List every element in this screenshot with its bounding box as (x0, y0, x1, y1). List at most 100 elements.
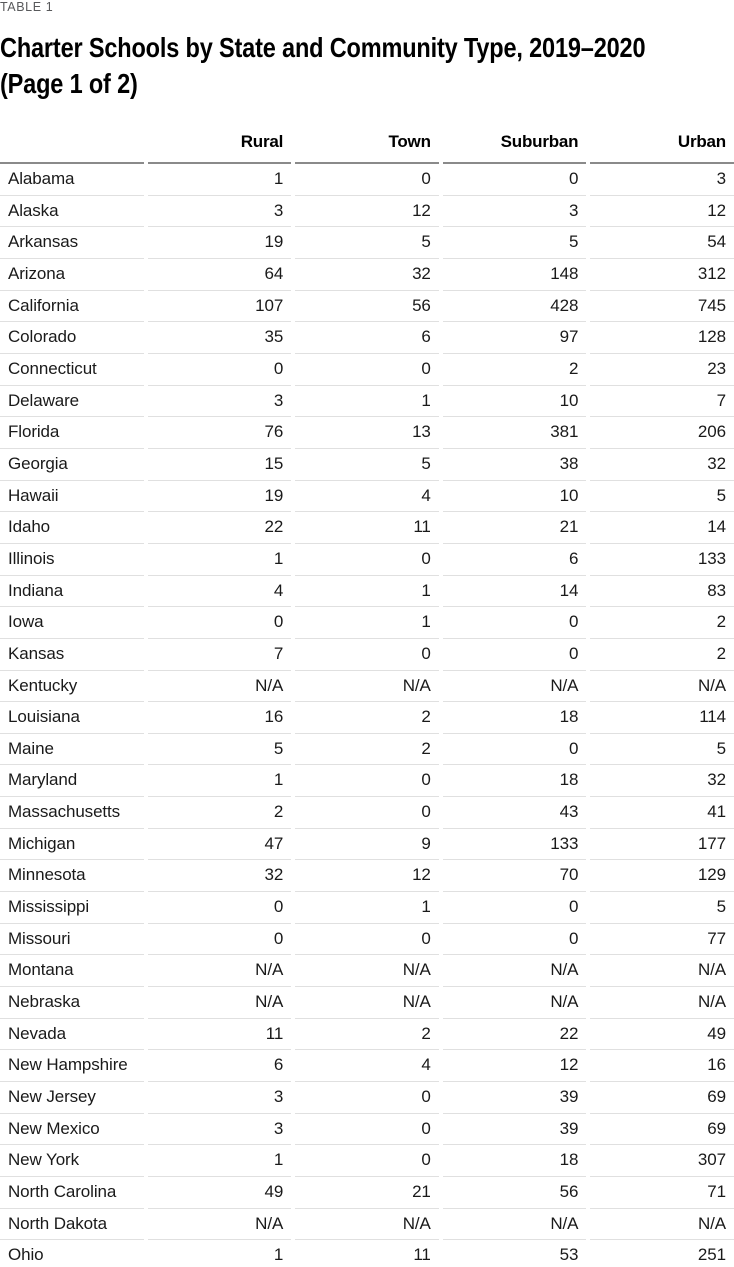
table-row: Connecticut 0 0 2 23 (0, 354, 734, 386)
state-cell: Alaska (0, 196, 144, 228)
table-row: Kentucky N/A N/A N/A N/A (0, 671, 734, 703)
value-cell-suburban: 56 (442, 1177, 587, 1209)
value-cell-urban: 54 (590, 227, 734, 259)
value-cell-town: 1 (295, 892, 439, 924)
table-row: Colorado 35 6 97 128 (0, 322, 734, 354)
value-cell-rural: 2 (147, 797, 292, 829)
value-cell-suburban: 18 (442, 702, 587, 734)
table-row: Minnesota 32 12 70 129 (0, 860, 734, 893)
state-cell: North Carolina (0, 1177, 144, 1209)
state-cell: Maryland (0, 765, 144, 798)
table-row: Alabama 1 0 0 3 (0, 164, 734, 196)
value-cell-town: 11 (295, 512, 439, 544)
value-cell-town: 21 (295, 1177, 439, 1209)
value-cell-suburban: 148 (442, 259, 587, 291)
state-cell: Kentucky (0, 671, 144, 703)
state-cell: New Mexico (0, 1114, 144, 1146)
value-cell-urban: 206 (590, 417, 734, 449)
value-cell-town: 9 (295, 829, 439, 861)
value-cell-suburban: 0 (442, 892, 587, 924)
state-cell: North Dakota (0, 1209, 144, 1241)
state-cell: Massachusetts (0, 797, 144, 829)
value-cell-rural: 3 (147, 1114, 292, 1146)
value-cell-suburban: 2 (442, 354, 587, 386)
value-cell-urban: N/A (590, 987, 734, 1019)
column-header-town: Town (295, 132, 439, 164)
value-cell-suburban: 38 (442, 449, 587, 481)
value-cell-urban: 3 (590, 164, 734, 196)
value-cell-urban: N/A (590, 1209, 734, 1241)
table-row: Iowa 0 1 0 2 (0, 607, 734, 639)
state-cell: Louisiana (0, 702, 144, 734)
value-cell-suburban: N/A (442, 671, 587, 703)
page-title-line2: (Page 1 of 2) (0, 68, 138, 99)
state-cell: Nevada (0, 1019, 144, 1051)
value-cell-suburban: 53 (443, 1240, 587, 1267)
value-cell-suburban: 39 (442, 1114, 587, 1146)
value-cell-suburban: 12 (442, 1050, 587, 1083)
state-cell: California (0, 291, 144, 323)
table-row: Arkansas 19 5 5 54 (0, 227, 734, 259)
value-cell-urban: 77 (590, 924, 734, 956)
value-cell-rural: 64 (147, 259, 292, 291)
value-cell-suburban: 18 (442, 1145, 587, 1177)
value-cell-urban: 745 (590, 291, 734, 323)
value-cell-suburban: 18 (442, 765, 587, 798)
table-row: Montana N/A N/A N/A N/A (0, 955, 734, 988)
value-cell-urban: N/A (590, 671, 734, 703)
value-cell-town: 2 (295, 1019, 439, 1051)
table-row: Mississippi 0 1 0 5 (0, 892, 734, 924)
value-cell-urban: 69 (590, 1114, 734, 1146)
value-cell-urban: 14 (590, 512, 734, 544)
value-cell-town: 5 (295, 227, 439, 259)
value-cell-rural: 1 (147, 765, 292, 798)
value-cell-town: 13 (295, 417, 439, 449)
value-cell-urban: 133 (590, 544, 734, 576)
table-row: Ohio 1 11 53 251 (0, 1240, 734, 1267)
value-cell-town: N/A (295, 1209, 439, 1241)
value-cell-urban: 69 (590, 1082, 734, 1114)
value-cell-rural: 1 (147, 544, 292, 576)
value-cell-rural: 35 (147, 322, 292, 354)
value-cell-urban: 71 (590, 1177, 734, 1209)
value-cell-rural: N/A (147, 1209, 292, 1241)
table-row: New Hampshire 6 4 12 16 (0, 1050, 734, 1083)
value-cell-rural: 49 (147, 1177, 292, 1209)
value-cell-rural: 19 (147, 481, 292, 513)
value-cell-urban: 2 (590, 607, 734, 639)
value-cell-town: 0 (295, 765, 439, 798)
value-cell-rural: 3 (147, 1082, 292, 1114)
value-cell-rural: 76 (147, 417, 292, 449)
column-header-urban: Urban (590, 132, 734, 164)
state-cell: Delaware (0, 386, 144, 418)
value-cell-urban: 32 (590, 765, 734, 798)
table-row: New Jersey 3 0 39 69 (0, 1082, 734, 1114)
table-row: Delaware 3 1 10 7 (0, 386, 734, 418)
value-cell-rural: 19 (147, 227, 292, 259)
table-row: Florida 76 13 381 206 (0, 417, 734, 449)
value-cell-town: 0 (295, 797, 439, 829)
state-cell: Indiana (0, 576, 144, 608)
value-cell-urban: 83 (590, 576, 734, 608)
value-cell-suburban: 39 (442, 1082, 587, 1114)
state-cell: Maine (0, 734, 144, 766)
value-cell-town: 11 (295, 1240, 439, 1267)
state-cell: Missouri (0, 924, 144, 956)
value-cell-urban: N/A (590, 955, 734, 988)
value-cell-town: 0 (295, 1145, 439, 1177)
value-cell-urban: 114 (590, 702, 734, 734)
value-cell-urban: 23 (590, 354, 734, 386)
value-cell-rural: 3 (147, 196, 292, 228)
state-cell: Colorado (0, 322, 144, 354)
state-cell: Minnesota (0, 860, 144, 893)
value-cell-rural: 0 (147, 354, 292, 386)
value-cell-rural: 1 (147, 1145, 292, 1177)
table-row: Missouri 0 0 0 77 (0, 924, 734, 956)
value-cell-rural: 6 (147, 1050, 292, 1083)
value-cell-suburban: 22 (442, 1019, 587, 1051)
value-cell-rural: 1 (147, 164, 292, 196)
table-row: Arizona 64 32 148 312 (0, 259, 734, 291)
value-cell-town: 0 (295, 639, 439, 671)
value-cell-town: N/A (295, 671, 439, 703)
table-row: California 107 56 428 745 (0, 291, 734, 323)
